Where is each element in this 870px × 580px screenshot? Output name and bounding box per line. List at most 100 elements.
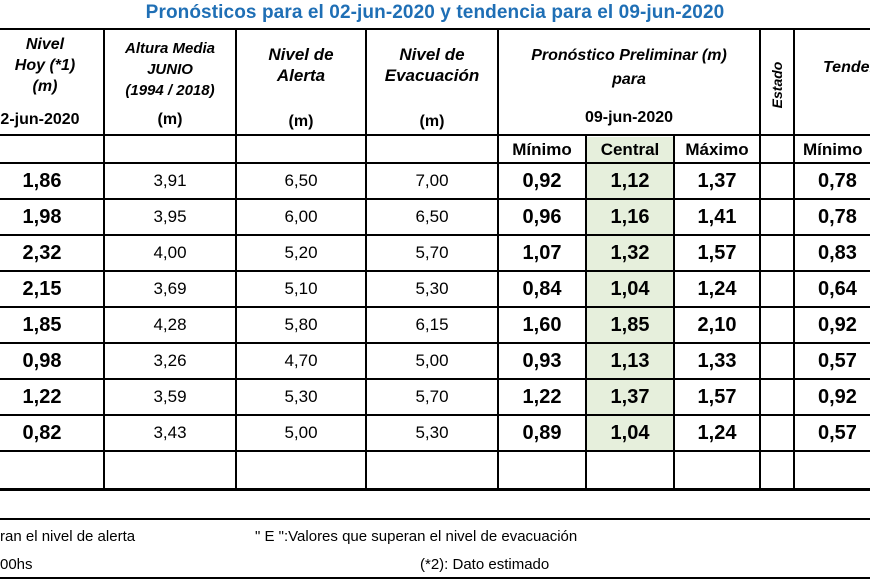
- grid-line: [0, 488, 870, 491]
- cell-hoy: 2,15: [22, 278, 62, 300]
- cell-alerta: 6,00: [284, 207, 318, 226]
- cell-min: 0,96: [522, 206, 562, 228]
- cell-central: 1,04: [610, 422, 650, 444]
- grid-line: [0, 270, 870, 272]
- cell-tmin: 0,78: [818, 170, 857, 192]
- cell-evac: 6,50: [415, 207, 449, 226]
- page-title: Pronósticos para el 02-jun-2020 y tenden…: [145, 2, 725, 23]
- header-line: Hoy (*1): [14, 57, 76, 74]
- cell-max: 1,24: [697, 422, 737, 444]
- header-evacuacion-unit: (m): [419, 113, 445, 130]
- cell-alerta: 5,30: [284, 387, 318, 406]
- cell-central: 1,16: [610, 206, 650, 228]
- cell-min: 0,89: [522, 422, 562, 444]
- subheader-maximo: Máximo: [685, 140, 749, 159]
- grid-line: [0, 134, 870, 136]
- cell-min: 1,07: [522, 242, 562, 264]
- grid-line: [235, 28, 237, 488]
- cell-alerta: 5,80: [284, 315, 318, 334]
- grid-line: [0, 378, 870, 380]
- cell-max: 1,57: [697, 242, 737, 264]
- cell-max: 1,37: [697, 170, 737, 192]
- cell-tmin: 0,92: [818, 314, 857, 336]
- cell-central: 1,04: [610, 278, 650, 300]
- header-pronostico-date: 09-jun-2020: [584, 109, 674, 126]
- cell-central: 1,32: [610, 242, 650, 264]
- subheader-central: Central: [600, 140, 660, 159]
- cell-max: 2,10: [697, 314, 737, 336]
- cell-central: 1,13: [610, 350, 650, 372]
- cell-alerta: 4,70: [284, 351, 318, 370]
- grid-line: [0, 518, 870, 520]
- cell-evac: 6,15: [415, 315, 449, 334]
- cell-evac: 5,00: [415, 351, 449, 370]
- cell-evac: 5,70: [415, 243, 449, 262]
- subheader-tendencia-minimo: Mínimo: [803, 140, 863, 159]
- header-alerta-unit: (m): [288, 113, 314, 130]
- cell-min: 0,84: [522, 278, 562, 300]
- cell-evac: 7,00: [415, 171, 449, 190]
- cell-media: 3,26: [153, 351, 187, 370]
- cell-media: 3,91: [153, 171, 187, 190]
- grid-line: [0, 577, 870, 579]
- cell-media: 3,69: [153, 279, 187, 298]
- header-line: Nivel: [25, 36, 65, 53]
- grid-line: [0, 306, 870, 308]
- grid-line: [0, 234, 870, 236]
- grid-line: [673, 134, 675, 488]
- header-line: (m): [32, 78, 58, 95]
- cell-hoy: 0,82: [22, 422, 62, 444]
- cell-alerta: 5,10: [284, 279, 318, 298]
- header-estado: Estado: [760, 36, 794, 134]
- header-altura-media-unit: (m): [157, 111, 183, 128]
- cell-min: 0,92: [522, 170, 562, 192]
- grid-line: [497, 28, 499, 488]
- cell-hoy: 1,85: [22, 314, 62, 336]
- cell-media: 3,43: [153, 423, 187, 442]
- central-column-highlight: [586, 137, 674, 452]
- header-line: (1994 / 2018): [125, 82, 215, 99]
- grid-line: [103, 28, 105, 488]
- cell-central: 1,12: [610, 170, 650, 192]
- header-line: para: [612, 71, 646, 88]
- cell-media: 3,95: [153, 207, 187, 226]
- cell-evac: 5,70: [415, 387, 449, 406]
- cell-media: 3,59: [153, 387, 187, 406]
- cell-max: 1,57: [697, 386, 737, 408]
- cell-alerta: 6,50: [284, 171, 318, 190]
- cell-tmin: 0,78: [818, 206, 857, 228]
- cell-media: 4,28: [153, 315, 187, 334]
- cell-min: 1,22: [522, 386, 562, 408]
- cell-alerta: 5,00: [284, 423, 318, 442]
- grid-line: [793, 28, 795, 488]
- cell-hoy: 1,86: [22, 170, 62, 192]
- cell-tmin: 0,57: [818, 422, 857, 444]
- cell-max: 1,41: [697, 206, 737, 228]
- header-tendencia: Tendencia: [823, 59, 870, 76]
- cell-hoy: 1,22: [22, 386, 62, 408]
- header-line: JUNIO: [147, 61, 193, 78]
- cell-hoy: 1,98: [22, 206, 62, 228]
- grid-line: [0, 342, 870, 344]
- subheader-minimo: Mínimo: [512, 140, 572, 159]
- cell-hoy: 2,32: [22, 242, 62, 264]
- header-nivel-hoy-date: 2-jun-2020: [0, 111, 80, 128]
- cell-alerta: 5,20: [284, 243, 318, 262]
- grid-line: [0, 28, 870, 30]
- grid-line: [0, 162, 870, 164]
- cell-evac: 5,30: [415, 423, 449, 442]
- cell-hoy: 0,98: [22, 350, 62, 372]
- header-line: Altura Media: [124, 40, 215, 57]
- grid-line: [0, 450, 870, 452]
- grid-line: [759, 28, 761, 488]
- footer-note-estimado: (*2): Dato estimado: [420, 556, 550, 573]
- grid-line: [0, 414, 870, 416]
- header-line: Pronóstico Preliminar (m): [531, 47, 727, 64]
- cell-max: 1,24: [697, 278, 737, 300]
- cell-central: 1,85: [610, 314, 650, 336]
- cell-min: 1,60: [522, 314, 562, 336]
- cell-tmin: 0,83: [818, 242, 857, 264]
- header-pronostico: Pronóstico Preliminar (m) para: [498, 44, 760, 92]
- cell-tmin: 0,64: [818, 278, 857, 300]
- cell-tmin: 0,57: [818, 350, 857, 372]
